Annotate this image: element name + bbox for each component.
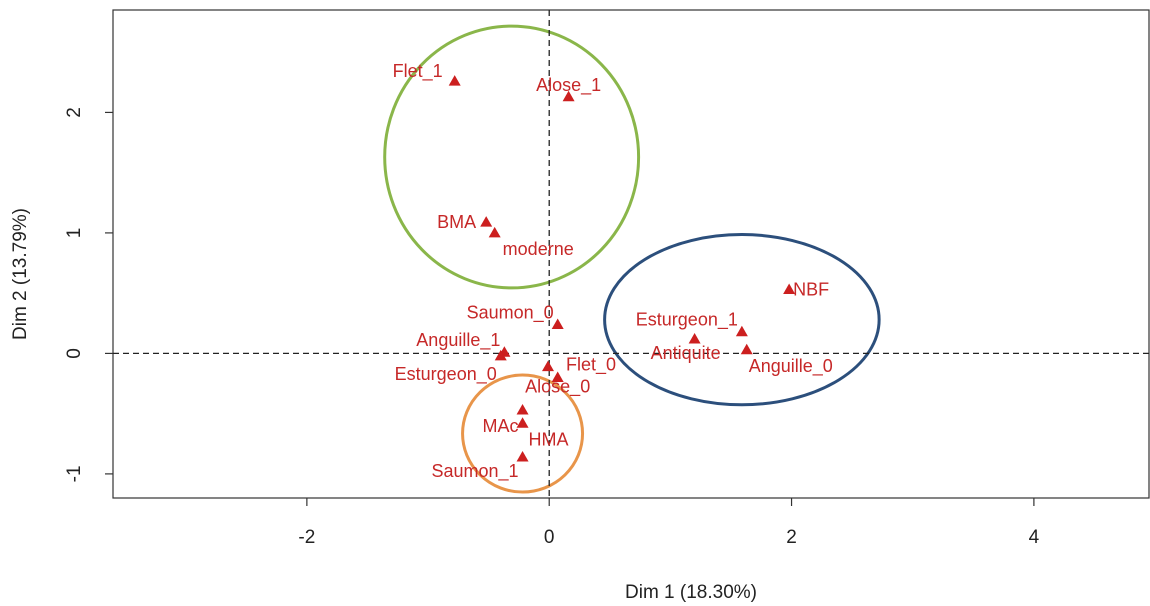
point-label: HMA xyxy=(529,429,569,449)
point-label: Flet_1 xyxy=(393,61,443,82)
point-label: Anguille_0 xyxy=(749,356,833,377)
point-label: Flet_0 xyxy=(566,355,616,376)
point-label: NBF xyxy=(793,280,829,300)
point-label: BMA xyxy=(437,212,476,232)
point-marker xyxy=(689,333,701,344)
group-ellipses xyxy=(385,26,879,492)
x-tick-label: -2 xyxy=(298,527,315,548)
point-label: Alose_0 xyxy=(525,377,590,398)
y-tick-label: 0 xyxy=(64,348,85,359)
point-marker xyxy=(517,404,529,415)
y-tick-label: 2 xyxy=(64,107,85,118)
point-label: Esturgeon_0 xyxy=(395,364,497,385)
point-label: Alose_1 xyxy=(536,75,601,96)
x-axis-title: Dim 1 (18.30%) xyxy=(625,582,757,603)
x-tick-label: 0 xyxy=(544,527,555,548)
y-axis-title: Dim 2 (13.79%) xyxy=(10,208,31,340)
plot-frame xyxy=(113,10,1149,498)
point-labels: Flet_1 Alose_1 BMA moderne NBF Saumon_0 Esturg… xyxy=(393,61,833,482)
point-label: Saumon_0 xyxy=(467,302,554,323)
x-tick-label: 4 xyxy=(1029,527,1040,548)
axes: -2 0 2 4 -1 0 1 2 xyxy=(64,10,1149,548)
y-tick-label: 1 xyxy=(64,228,85,239)
point-label: MAc xyxy=(483,416,519,436)
point-label: Antiquite xyxy=(651,343,721,363)
point-label: Esturgeon_1 xyxy=(636,310,738,331)
point-marker xyxy=(741,344,753,355)
x-tick-label: 2 xyxy=(786,527,797,548)
point-marker xyxy=(542,361,554,372)
y-tick-label: -1 xyxy=(64,465,85,482)
point-label: moderne xyxy=(503,239,574,259)
point-marker xyxy=(517,451,529,462)
point-marker xyxy=(489,227,501,238)
point-marker xyxy=(449,75,461,86)
point-label: Anguille_1 xyxy=(416,330,500,351)
point-label: Saumon_1 xyxy=(431,461,518,482)
point-marker xyxy=(480,216,492,227)
